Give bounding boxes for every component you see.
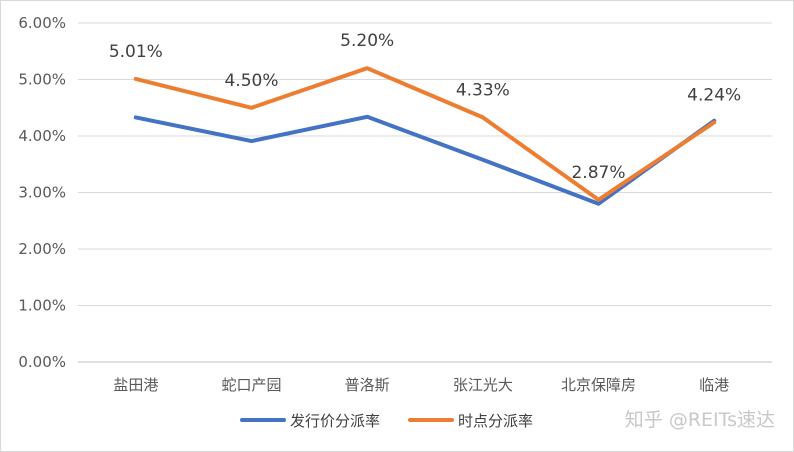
data-label: 5.01%	[109, 42, 163, 62]
y-tick-label: 0.00%	[18, 353, 66, 371]
x-tick-label: 蛇口产园	[221, 376, 281, 394]
series-lines	[133, 66, 717, 206]
x-tick-label: 普洛斯	[345, 376, 390, 394]
x-tick-label: 北京保障房	[561, 376, 636, 394]
y-tick-label: 4.00%	[18, 127, 66, 145]
watermark-text: 知乎 @REITs速达	[625, 409, 775, 431]
y-tick-label: 6.00%	[18, 14, 66, 32]
x-axis-tick-labels: 盐田港 蛇口产园 普洛斯 张江光大 北京保障房 临港	[113, 376, 729, 394]
x-tick-label: 张江光大	[453, 376, 513, 394]
legend-label-1: 发行价分派率	[290, 412, 380, 430]
series-line-2	[133, 66, 717, 202]
legend-label-2: 时点分派率	[458, 412, 533, 430]
y-tick-label: 1.00%	[18, 297, 66, 315]
series-line-1	[133, 114, 717, 206]
y-tick-label: 3.00%	[18, 184, 66, 202]
y-axis-tick-labels: 0.00% 1.00% 2.00% 3.00% 4.00% 5.00% 6.00%	[18, 14, 66, 371]
x-tick-label: 盐田港	[113, 376, 158, 394]
x-tick-label: 临港	[699, 376, 729, 394]
data-labels: 5.01% 4.50% 5.20% 4.33% 2.87% 4.24%	[109, 31, 741, 183]
data-label: 4.50%	[224, 71, 278, 91]
legend: 发行价分派率 时点分派率	[240, 412, 533, 430]
y-tick-label: 2.00%	[18, 240, 66, 258]
data-label: 5.20%	[340, 31, 394, 51]
data-label: 4.33%	[456, 80, 510, 100]
data-label: 2.87%	[571, 163, 625, 183]
data-label: 4.24%	[687, 85, 741, 105]
gridlines	[78, 22, 772, 363]
y-tick-label: 5.00%	[18, 71, 66, 89]
